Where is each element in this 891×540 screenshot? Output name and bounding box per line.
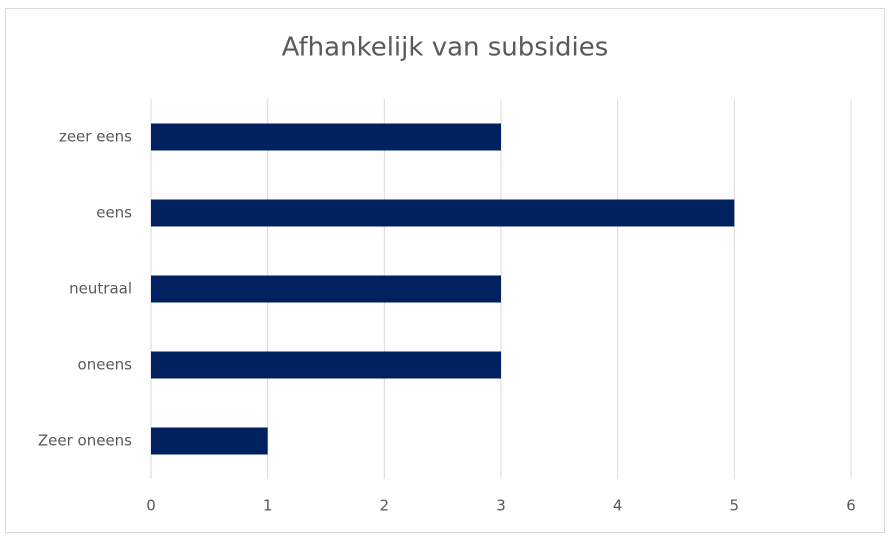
y-tick-label: neutraal [69, 280, 132, 298]
y-tick-label: eens [96, 204, 132, 222]
x-tick-label: 0 [146, 497, 156, 515]
x-tick-label: 6 [846, 497, 856, 515]
x-tick-label: 5 [730, 497, 740, 515]
y-tick-label: zeer eens [59, 128, 132, 146]
x-tick-label: 1 [263, 497, 273, 515]
bar [151, 275, 501, 303]
x-tick-label: 2 [380, 497, 390, 515]
bar [151, 427, 268, 455]
chart-border [5, 8, 885, 533]
x-tick-label: 3 [496, 497, 506, 515]
y-tick-label: oneens [78, 356, 133, 374]
bar [151, 351, 501, 379]
bar [151, 123, 501, 151]
x-tick-label: 4 [613, 497, 623, 515]
bar [151, 199, 735, 227]
chart-title: Afhankelijk van subsidies [282, 33, 609, 63]
y-tick-label: Zeer oneens [38, 432, 132, 450]
